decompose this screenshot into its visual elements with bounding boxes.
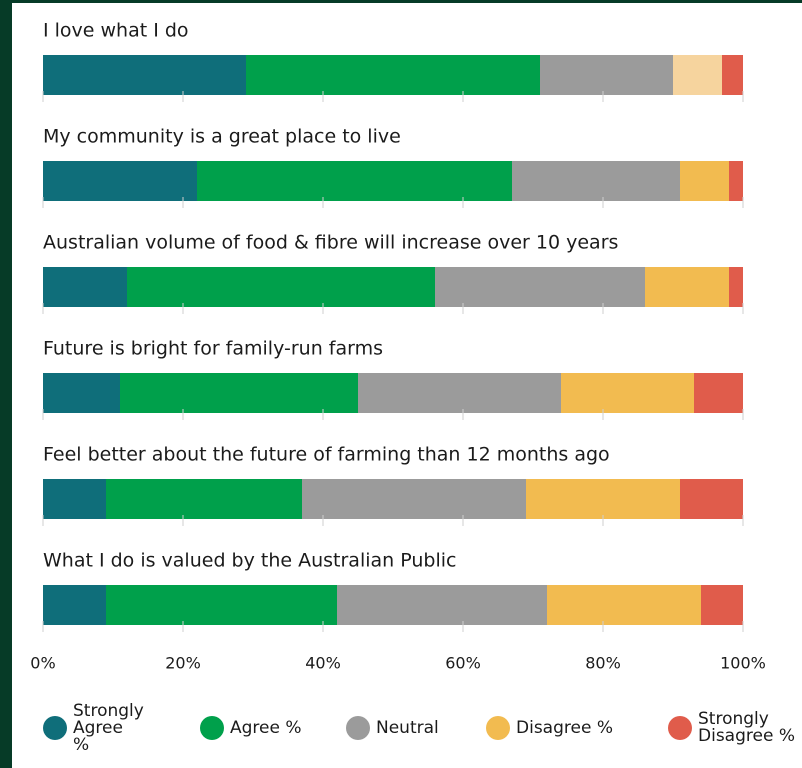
bar-segment [680,479,743,519]
row-title: Feel better about the future of farming … [43,444,610,466]
bar-segment [645,267,729,307]
bar-segment [120,373,358,413]
bar-segment [673,55,722,95]
bar-segment [337,585,547,625]
bar-segment [701,585,743,625]
row-title: Australian volume of food & fibre will i… [43,232,618,254]
row-title: I love what I do [43,20,189,42]
bar-segment [246,55,540,95]
bar-segment [540,55,673,95]
bar-segment [127,267,435,307]
bar-segment [43,373,120,413]
row-title: Future is bright for family-run farms [43,338,383,360]
bar-segment [680,161,729,201]
bar-segment [512,161,680,201]
bar-segment [43,55,246,95]
bar-segment [729,161,743,201]
x-tick-label: 20% [165,654,201,673]
row-title: What I do is valued by the Australian Pu… [43,550,456,572]
row-title: My community is a great place to live [43,126,401,148]
bar-segment [197,161,512,201]
bar-segment [694,373,743,413]
x-tick-label: 80% [585,654,621,673]
bar-segment [43,479,106,519]
x-tick-label: 60% [445,654,481,673]
bar-segment [435,267,645,307]
bar-segment [302,479,526,519]
bar-segment [358,373,561,413]
bar-segment [43,267,127,307]
bar-segment [106,585,337,625]
bar-segment [43,585,106,625]
x-tick-label: 0% [30,654,55,673]
bar-segment [106,479,302,519]
bar-segment [43,161,197,201]
bar-segment [561,373,694,413]
bar-segment [547,585,701,625]
x-tick-label: 40% [305,654,341,673]
bar-segment [722,55,743,95]
bar-segment [526,479,680,519]
x-tick-label: 100% [720,654,766,673]
bar-segment [729,267,743,307]
